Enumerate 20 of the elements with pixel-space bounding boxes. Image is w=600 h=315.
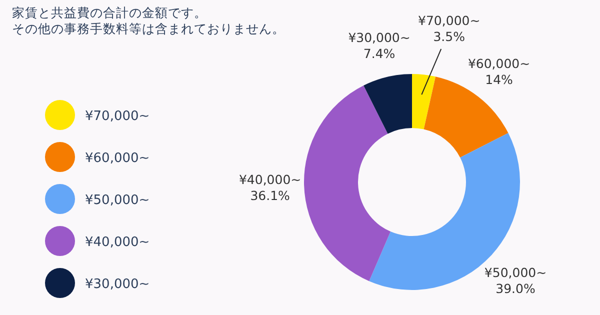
slice-label: ¥60,000~ (468, 56, 530, 71)
donut-slice (412, 74, 436, 130)
slice-label: ¥40,000~ (238, 172, 302, 188)
data-label: 14% (485, 72, 514, 87)
legend-label: ¥30,000~ (85, 277, 150, 292)
data-label: 7.4% (363, 46, 396, 61)
donut-slice (304, 85, 391, 282)
chart-title: 家賃と共益費の合計の金額です。 (12, 5, 207, 20)
legend-label: ¥60,000~ (85, 151, 150, 166)
data-label: 3.5% (433, 28, 466, 44)
donut-slice (364, 74, 412, 134)
slice-label: ¥30,000~ (348, 30, 410, 45)
data-label: 39.0% (496, 281, 536, 296)
data-label: 36.1% (250, 188, 290, 204)
slice-label: ¥70,000~ (418, 12, 480, 28)
legend-label: ¥40,000~ (85, 235, 150, 250)
slice-label: ¥50,000~ (484, 265, 547, 280)
legend-label: ¥70,000~ (85, 109, 150, 124)
legend-label: ¥50,000~ (85, 193, 150, 208)
text: その他の事務手数料等は含まれておりません。 (12, 21, 285, 36)
